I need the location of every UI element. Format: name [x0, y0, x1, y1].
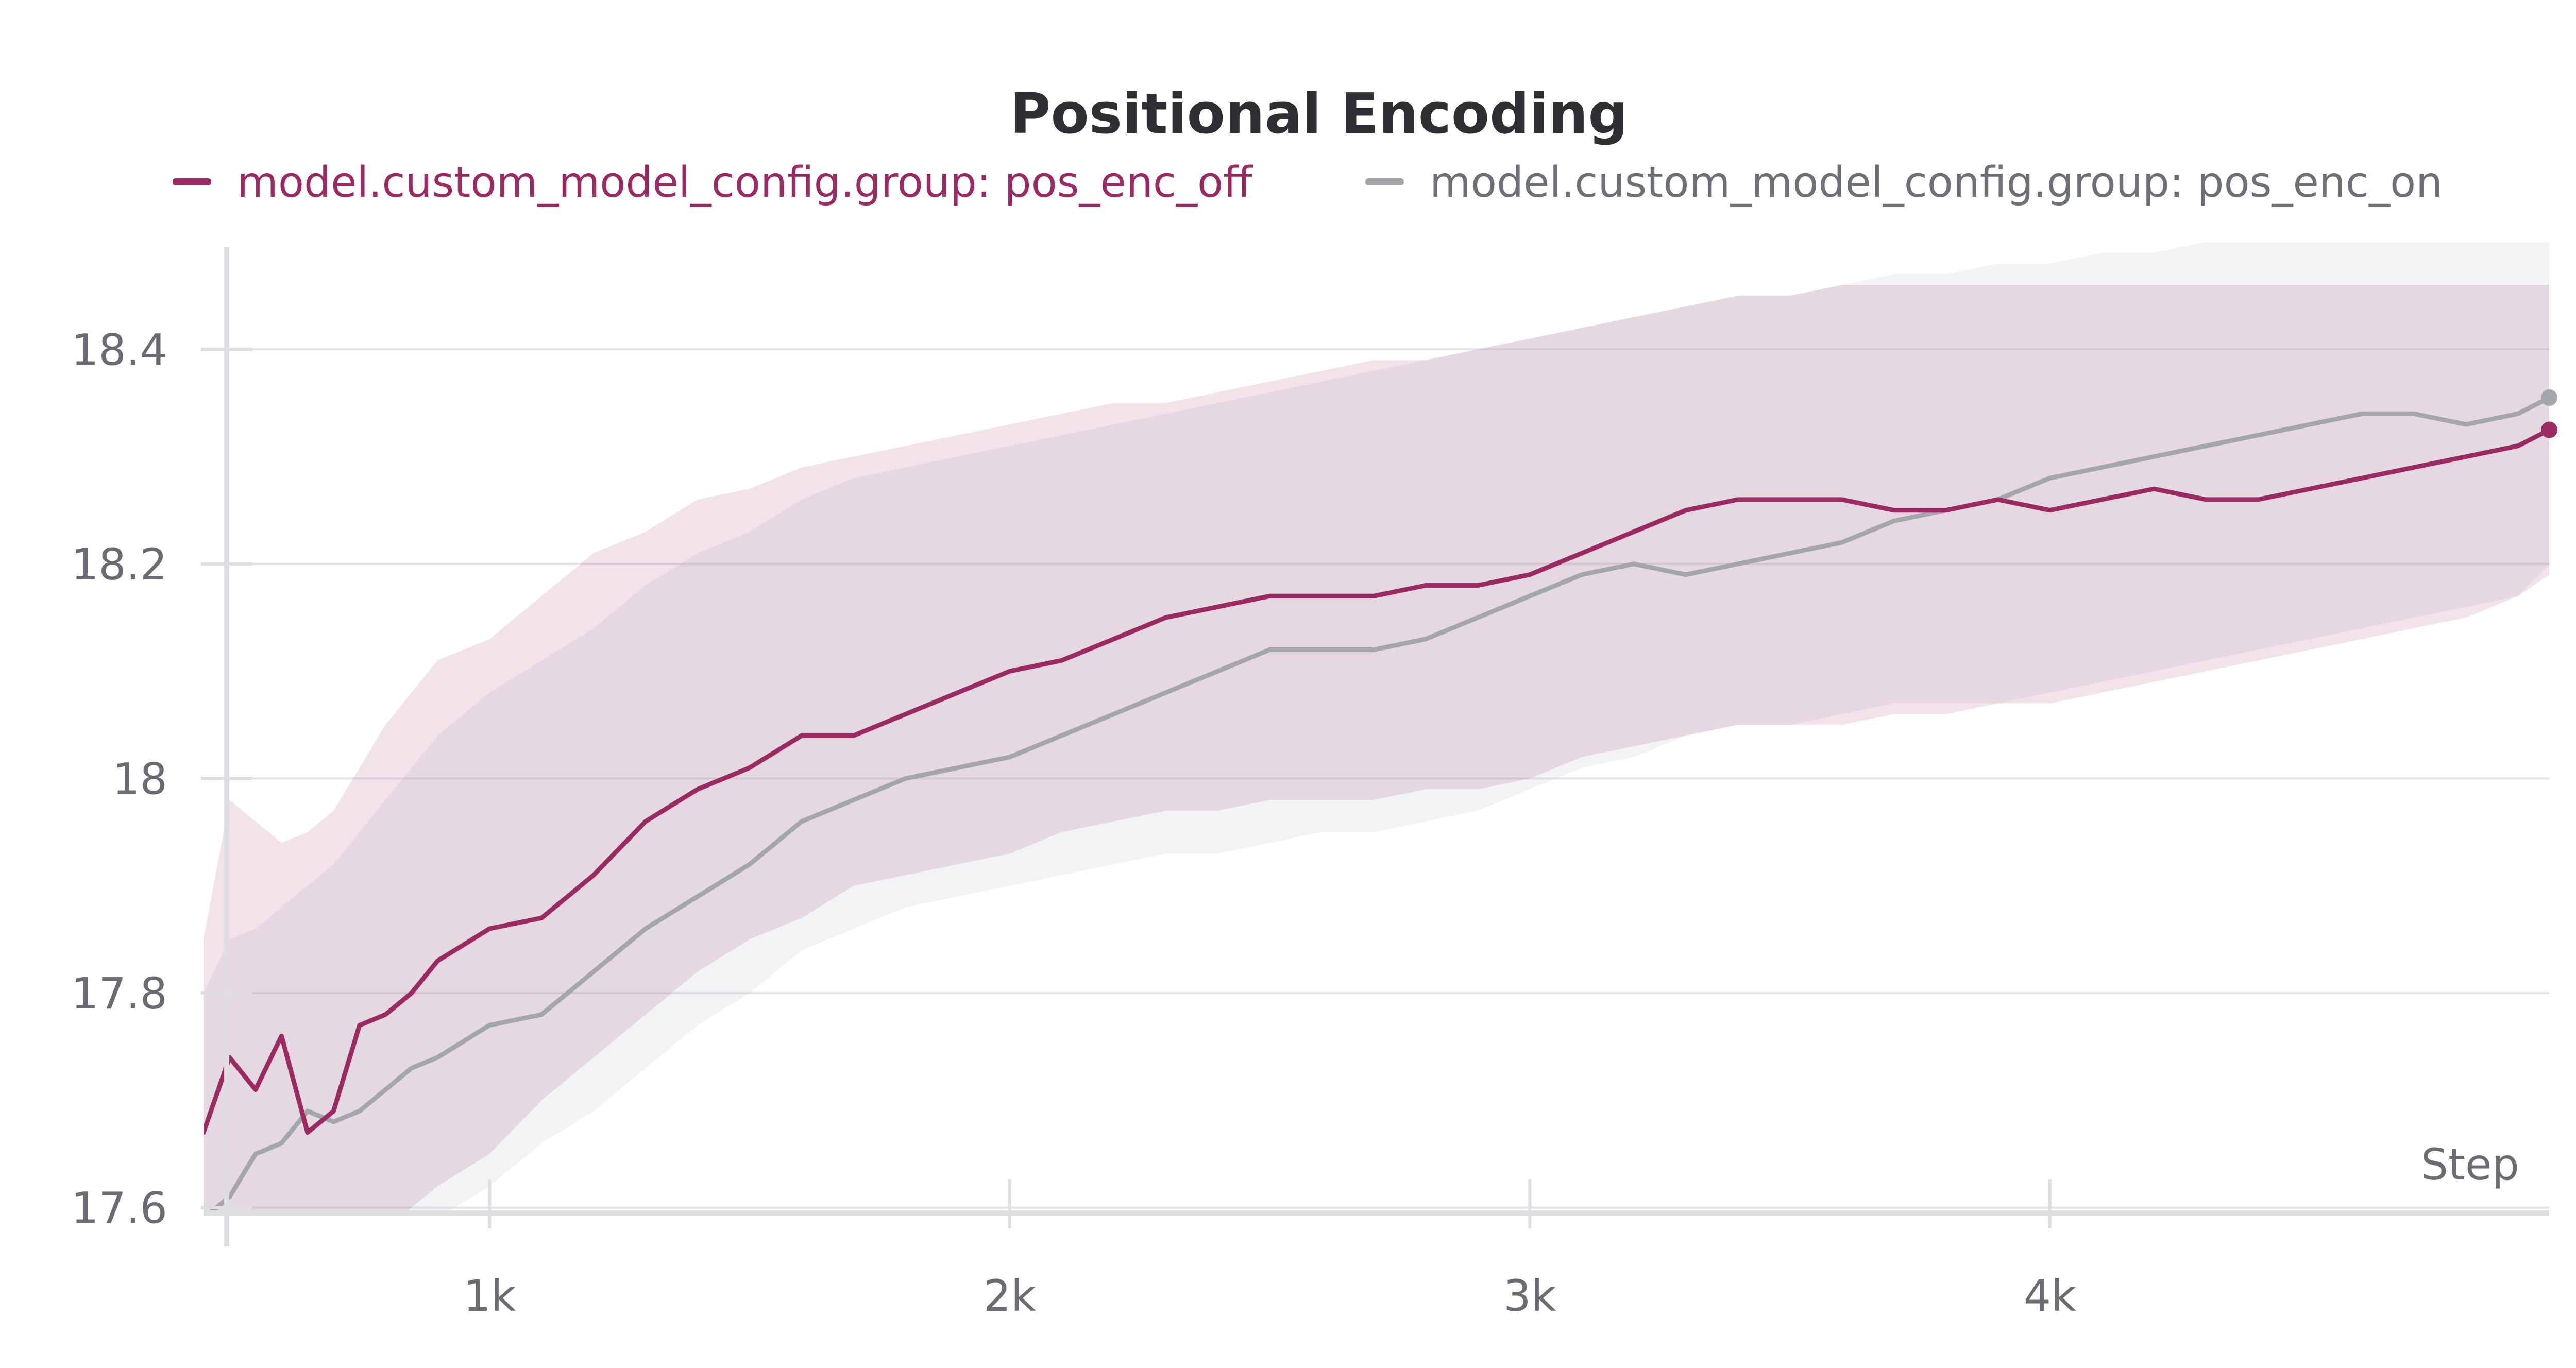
series-line-pos-enc-off	[204, 427, 2549, 1135]
y-tick-1: 17.8	[71, 968, 252, 1019]
x-tick-0: 1k	[463, 1179, 516, 1321]
x-axis-ticks: 1k 2k 3k 4k	[463, 1179, 2076, 1321]
legend-swatch	[1365, 178, 1404, 185]
y-tick-2: 18	[112, 754, 252, 804]
y-tick-0: 17.6	[71, 1183, 252, 1234]
x-tick-label: 1k	[463, 1271, 516, 1321]
band-pos-enc-off	[204, 285, 2549, 1213]
series-lines	[204, 395, 2549, 1213]
end-point-pos-enc-on	[2541, 389, 2557, 406]
x-tick-2: 3k	[1503, 1179, 1556, 1321]
x-tick-label: 3k	[1503, 1271, 1556, 1321]
y-tick-4: 18.4	[71, 324, 252, 375]
legend-swatch	[173, 178, 211, 185]
x-tick-1: 2k	[984, 1179, 1036, 1321]
end-point-pos-enc-off	[2541, 421, 2557, 438]
series-line-pos-enc-on	[206, 395, 2549, 1213]
legend-item-pos-enc-on[interactable]: model.custom_model_config.group: pos_enc…	[1365, 158, 2443, 207]
legend-label: model.custom_model_config.group: pos_enc…	[1430, 158, 2443, 207]
y-tick-3: 18.2	[71, 539, 252, 590]
legend-label: model.custom_model_config.group: pos_enc…	[237, 158, 1253, 207]
y-tick-label: 18.4	[71, 324, 167, 375]
chart-title: Positional Encoding	[1010, 82, 1628, 146]
x-tick-label: 2k	[984, 1271, 1036, 1321]
legend: model.custom_model_config.group: pos_enc…	[173, 158, 2443, 207]
legend-item-pos-enc-off[interactable]: model.custom_model_config.group: pos_enc…	[173, 158, 1253, 207]
band-pos-enc-on	[204, 242, 2549, 1213]
x-tick-3: 4k	[2024, 1179, 2076, 1321]
grid	[204, 348, 2549, 1209]
x-axis-label: Step	[2421, 1139, 2519, 1190]
y-tick-label: 17.6	[71, 1183, 167, 1234]
y-axis-ticks: 17.6 17.8 18 18.2 18.4	[71, 324, 252, 1234]
y-tick-label: 18	[112, 754, 167, 804]
axes	[204, 247, 2549, 1246]
y-tick-label: 18.2	[71, 539, 167, 590]
x-tick-label: 4k	[2024, 1271, 2076, 1321]
y-tick-label: 17.8	[71, 968, 167, 1019]
confidence-bands	[204, 242, 2549, 1213]
series-end-points	[2541, 389, 2557, 438]
